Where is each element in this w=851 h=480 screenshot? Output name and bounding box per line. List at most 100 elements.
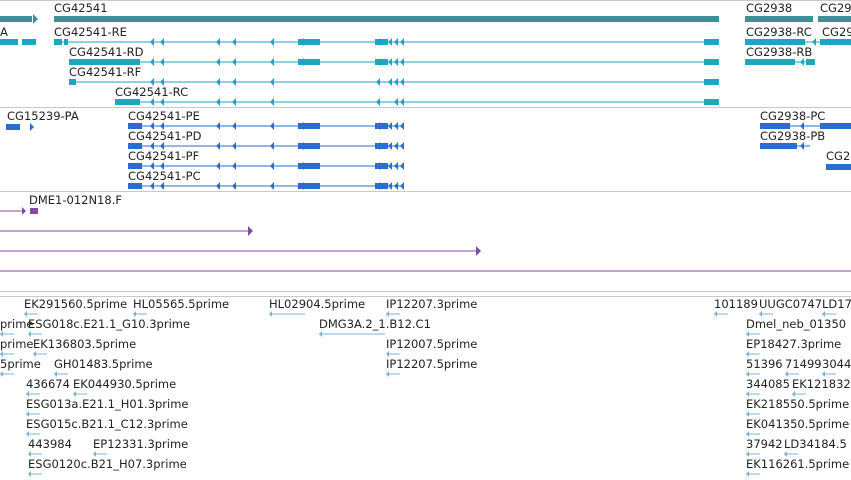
- est-label[interactable]: EK044930.5prime: [73, 377, 177, 391]
- est-label[interactable]: 443984: [28, 437, 72, 451]
- protein-label[interactable]: CG42541-PF: [128, 149, 200, 163]
- est-label[interactable]: LD17: [822, 297, 851, 311]
- exon-block: [760, 123, 790, 129]
- protein-label[interactable]: CG42541-PD: [128, 129, 202, 143]
- est-label[interactable]: EK121832: [792, 377, 851, 391]
- strand-arrow: [376, 122, 380, 130]
- strand-arrow: [388, 38, 392, 46]
- gene-feature[interactable]: [745, 16, 813, 22]
- transcript-label[interactable]: CG2938-RC: [746, 25, 812, 39]
- est-label[interactable]: ESG018c.E21.1_G10.3prime: [28, 317, 191, 331]
- strand-arrow: [746, 431, 749, 437]
- est-label[interactable]: EK218550.5prime: [746, 397, 850, 411]
- est-label[interactable]: HL05565.5prime: [133, 297, 230, 311]
- protein-feature[interactable]: [826, 164, 851, 170]
- est-label[interactable]: EP18427.3prime: [746, 337, 842, 351]
- est-label[interactable]: 5prime: [0, 357, 41, 371]
- est-label[interactable]: GH01483.5prime: [54, 357, 153, 371]
- est-label[interactable]: IP12207.5prime: [386, 357, 478, 371]
- exon-block: [298, 163, 320, 169]
- est-label[interactable]: 37942: [746, 437, 783, 451]
- strand-arrow: [150, 58, 154, 66]
- transcript-label[interactable]: CG42541-RC: [115, 85, 189, 99]
- est-label[interactable]: HL02904.5prime: [269, 297, 366, 311]
- transcript-label[interactable]: CG42541-RF: [69, 65, 142, 79]
- protein-label[interactable]: CG2938-PC: [760, 109, 826, 123]
- est-label[interactable]: ESG015c.B21.1_C12.3prime: [26, 417, 188, 431]
- est-label[interactable]: prime: [0, 317, 34, 331]
- est-label[interactable]: LD34184.5: [784, 437, 847, 451]
- exon-block: [375, 183, 388, 189]
- est-label[interactable]: EK291560.5prime: [24, 297, 128, 311]
- strand-arrow: [160, 142, 164, 150]
- exon-block: [128, 183, 142, 189]
- est-label[interactable]: 101189: [714, 297, 758, 311]
- strand-arrow: [376, 142, 380, 150]
- strand-arrow: [822, 311, 825, 317]
- strand-arrow: [150, 98, 154, 106]
- est-label[interactable]: prime: [0, 337, 34, 351]
- strand-arrow: [33, 351, 36, 357]
- gene-label[interactable]: CG42541: [54, 1, 108, 15]
- est-label[interactable]: EK116261.5prime: [746, 457, 850, 471]
- strand-arrow: [150, 122, 154, 130]
- transcript-label[interactable]: CG42541-RE: [54, 25, 127, 39]
- est-label[interactable]: IP12007.5prime: [386, 337, 478, 351]
- alignment-label[interactable]: DME1-012N18.F: [29, 193, 122, 207]
- strand-arrow: [300, 162, 304, 170]
- exon-block: [820, 39, 851, 45]
- est-label[interactable]: ESG0120c.B21_H07.3prime: [28, 457, 187, 471]
- strand-arrow: [270, 182, 274, 190]
- transcript-label[interactable]: CG42541-RD: [69, 45, 144, 59]
- gene-feature[interactable]: [818, 16, 851, 22]
- est-label[interactable]: 436674: [26, 377, 70, 391]
- strand-arrow: [376, 38, 380, 46]
- protein-label[interactable]: CG15239-PA: [7, 109, 79, 123]
- gene-label[interactable]: CG2938: [746, 1, 793, 15]
- strand-arrow: [376, 162, 380, 170]
- est-label[interactable]: IP12207.3prime: [386, 297, 478, 311]
- est-label[interactable]: EK136803.5prime: [33, 337, 137, 351]
- exon-block: [375, 163, 388, 169]
- strand-arrow: [746, 331, 749, 337]
- exon-block: [64, 39, 68, 45]
- est-label[interactable]: EK041350.5prime: [746, 417, 850, 431]
- gene-feature[interactable]: [54, 16, 719, 22]
- est-label[interactable]: 71499: [785, 357, 822, 371]
- protein-feature[interactable]: [6, 124, 20, 130]
- strand-arrow: [400, 122, 404, 130]
- est-label[interactable]: UUGC0747: [759, 297, 823, 311]
- protein-label[interactable]: CG2: [826, 149, 851, 163]
- exon-block: [298, 59, 320, 65]
- est-label[interactable]: ESG013a.E21.1_H01.3prime: [26, 397, 189, 411]
- protein-label[interactable]: CG42541-PE: [128, 109, 200, 123]
- strand-arrow: [746, 451, 749, 457]
- protein-label[interactable]: CG42541-PC: [128, 169, 201, 183]
- exon-block: [375, 123, 388, 129]
- strand-arrow: [394, 98, 398, 106]
- transcript-label[interactable]: A: [0, 25, 8, 39]
- est-label[interactable]: 344085: [746, 377, 790, 391]
- strand-arrow: [232, 98, 236, 106]
- exon-block: [298, 183, 320, 189]
- strand-arrow: [270, 78, 274, 86]
- est-label[interactable]: Dmel_neb_01350: [746, 317, 847, 331]
- strand-arrow: [216, 78, 220, 86]
- alignment-feature[interactable]: [30, 208, 38, 214]
- gene-label[interactable]: CG29: [820, 1, 851, 15]
- protein-label[interactable]: CG2938-PB: [760, 129, 826, 143]
- transcript-label[interactable]: CG2938-RB: [746, 45, 813, 59]
- strand-arrow: [248, 226, 253, 236]
- strand-arrow: [388, 142, 392, 150]
- transcript-label[interactable]: CG29: [822, 25, 851, 39]
- gene-feature[interactable]: [0, 16, 32, 22]
- est-label[interactable]: DMG3A.2_1.B12.C1: [319, 317, 431, 331]
- strand-arrow: [24, 311, 27, 317]
- strand-arrow: [394, 122, 398, 130]
- est-label[interactable]: 3044: [822, 357, 851, 371]
- est-label[interactable]: EP12331.3prime: [93, 437, 189, 451]
- est-label[interactable]: 51396: [746, 357, 783, 371]
- strand-arrow: [232, 58, 236, 66]
- strand-arrow: [822, 371, 825, 377]
- strand-arrow: [388, 162, 392, 170]
